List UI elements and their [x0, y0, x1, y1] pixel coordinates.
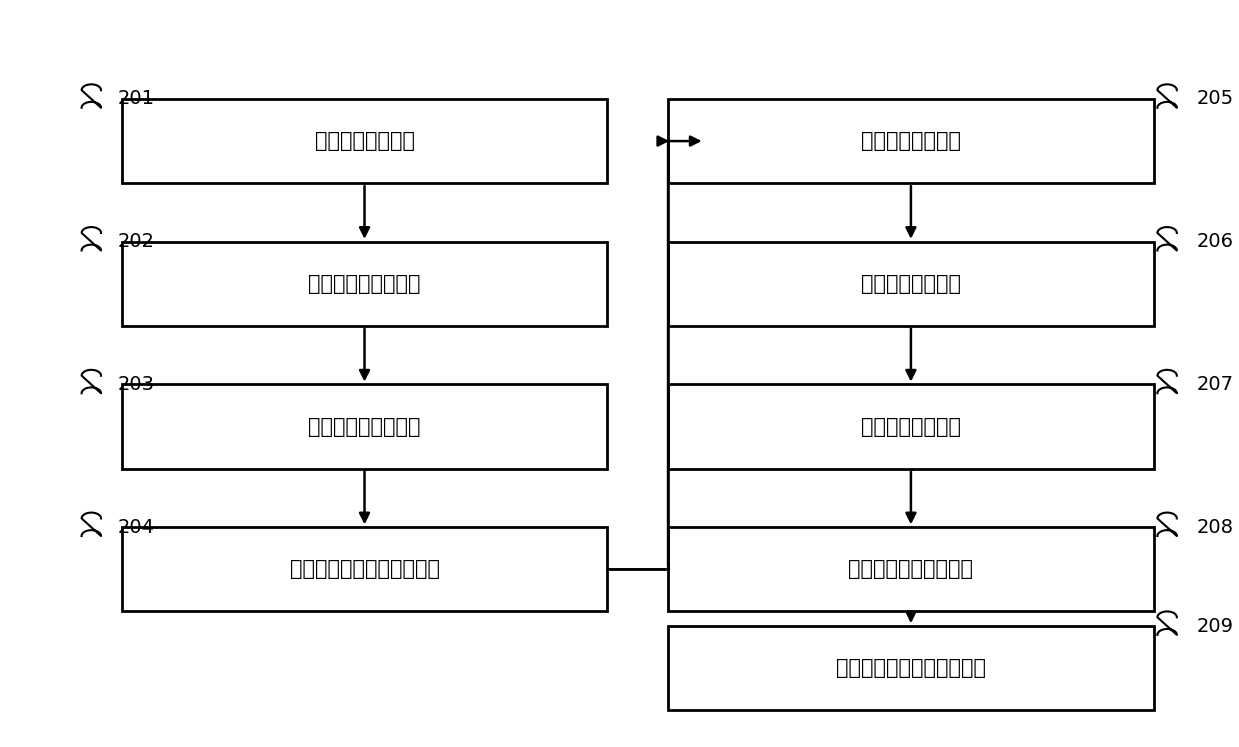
Text: 序列比对及质控模块: 序列比对及质控模块: [309, 417, 421, 436]
Text: 208: 208: [1196, 518, 1233, 537]
Bar: [668, 626, 1154, 710]
Text: 肿瘤纯度预测模块: 肿瘤纯度预测模块: [861, 274, 961, 294]
Text: 204: 204: [118, 518, 155, 537]
Text: 207: 207: [1196, 375, 1233, 394]
Text: 肿瘤突变负荷预测模块: 肿瘤突变负荷预测模块: [849, 560, 974, 580]
Text: 变异结果注释模块: 变异结果注释模块: [861, 131, 961, 151]
Text: 203: 203: [118, 375, 155, 394]
Bar: [121, 99, 607, 183]
Text: 202: 202: [118, 232, 155, 251]
Bar: [668, 99, 1154, 183]
Bar: [668, 385, 1154, 468]
Text: 209: 209: [1196, 616, 1233, 636]
Text: 201: 201: [118, 90, 155, 108]
Bar: [121, 242, 607, 326]
Bar: [668, 242, 1154, 326]
Bar: [121, 527, 607, 611]
Text: 205: 205: [1196, 90, 1233, 108]
Bar: [668, 527, 1154, 611]
Text: 206: 206: [1196, 232, 1233, 251]
Text: 样本成对质控模块: 样本成对质控模块: [861, 417, 961, 436]
Text: 下机数据处理模块: 下机数据处理模块: [315, 131, 415, 151]
Text: 数据过滤及质控模块: 数据过滤及质控模块: [309, 274, 421, 294]
Bar: [121, 385, 607, 468]
Text: 肿瘤突变负荷用药指导模块: 肿瘤突变负荷用药指导模块: [836, 658, 986, 678]
Text: 体细胞变异检测及过滤模块: 体细胞变异检测及过滤模块: [290, 560, 440, 580]
